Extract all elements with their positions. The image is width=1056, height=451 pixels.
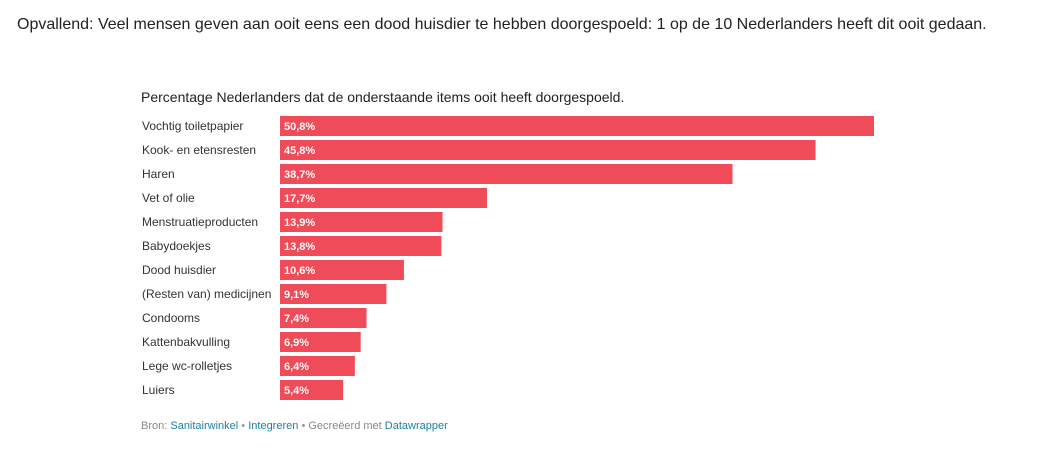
category-label: (Resten van) medicijnen [142,287,271,301]
value-label: 13,8% [284,241,315,253]
value-label: 9,1% [284,289,309,301]
category-label: Dood huisdier [142,263,216,277]
value-label: 6,4% [284,361,309,373]
value-label: 5,4% [284,385,309,397]
value-label: 50,8% [284,121,315,133]
value-label: 13,9% [284,217,315,229]
datawrapper-link[interactable]: Datawrapper [384,420,448,432]
bar [280,212,443,232]
value-label: 17,7% [284,193,315,205]
category-label: Lege wc-rolletjes [142,359,232,373]
chart-title: Percentage Nederlanders dat de onderstaa… [141,89,625,105]
value-label: 7,4% [284,313,309,325]
bullet-separator: • [301,420,306,432]
bar [280,332,361,352]
bar [280,380,344,400]
category-label: Kattenbakvulling [142,335,230,349]
bar [280,356,355,376]
category-label: Vochtig toiletpapier [142,119,243,133]
value-label: 6,9% [284,337,309,349]
category-label: Haren [142,167,175,181]
bar [280,164,733,184]
embed-link[interactable]: Integreren [248,420,299,432]
source-link-sanitairwinkel[interactable]: Sanitairwinkel [170,420,239,432]
value-label: 38,7% [284,169,315,181]
bar [280,260,404,280]
bullet-separator: • [241,420,246,432]
category-label: Menstruatieproducten [142,215,258,229]
bar [280,140,816,160]
bar [280,188,487,208]
value-label: 45,8% [284,145,315,157]
created-with-prefix: Gecreëerd met [308,420,382,432]
bar-chart: Vochtig toiletpapier 50,8% Kook- en etensr… [142,116,874,400]
chart-footer: Bron: Sanitairwinkel • Integreren • Gecr… [141,420,448,432]
category-label: Babydoekjes [142,239,211,253]
category-label: Kook- en etensresten [142,143,256,157]
category-label: Luiers [142,383,175,397]
category-label: Condooms [142,311,200,325]
category-label: Vet of olie [142,191,195,205]
value-label: 10,6% [284,265,315,277]
bar [280,284,387,304]
chart-container: Percentage Nederlanders dat de onderstaa… [141,88,881,404]
bar [280,116,874,136]
source-prefix: Bron: [141,420,168,432]
bar [280,308,367,328]
bar [280,236,442,256]
intro-text: Opvallend: Veel mensen geven aan ooit ee… [17,16,987,33]
